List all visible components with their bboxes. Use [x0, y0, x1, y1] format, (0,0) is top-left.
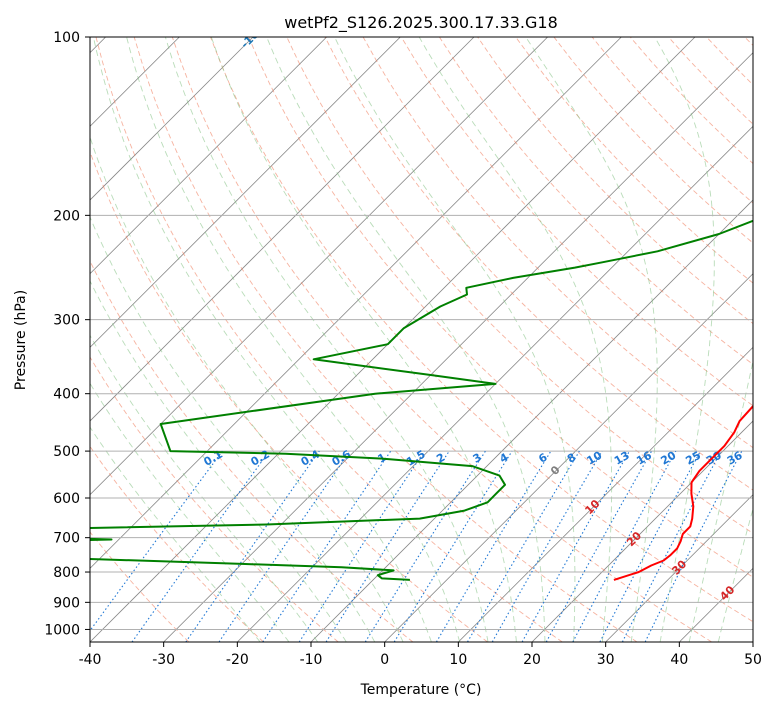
mixing-ratio-line	[521, 450, 630, 642]
x-axis-title: Temperature (°C)	[360, 682, 482, 698]
isotherm-line	[531, 420, 753, 642]
y-tick-label: 800	[53, 565, 80, 581]
mixing-ratio-line	[393, 450, 513, 642]
mixing-ratio-line	[131, 450, 270, 642]
moist-adiabat	[90, 426, 261, 642]
moist-adiabat	[210, 37, 517, 642]
x-tick-label: -40	[79, 652, 102, 668]
dry-adiabat	[90, 531, 190, 642]
dry-adiabat	[90, 445, 264, 642]
background-lines	[90, 37, 753, 642]
isobar-grid	[90, 37, 753, 630]
y-tick-label: 100	[53, 30, 80, 46]
x-tick-label: -10	[300, 652, 323, 668]
y-tick-label: 700	[53, 531, 80, 547]
mixing-ratio-lines	[90, 450, 743, 642]
mixing-ratio-line	[262, 450, 392, 642]
x-axis-ticks: -40 -30 -20 -10 0 10 20 30 40 50	[79, 642, 762, 668]
mixing-ratio-line	[185, 450, 320, 642]
isotherm-line	[605, 494, 753, 642]
moist-adiabat	[266, 37, 546, 642]
isotherm-line	[90, 37, 254, 201]
y-tick-label: 200	[53, 208, 80, 224]
temperature-profile	[613, 404, 753, 581]
dry-adiabat	[248, 37, 753, 578]
y-axis-title: Pressure (hPa)	[13, 290, 29, 390]
isotherm-line	[237, 125, 753, 642]
x-tick-label: 10	[449, 652, 467, 668]
x-tick-label: 0	[380, 652, 389, 668]
moist-adiabat	[334, 37, 576, 642]
dry-adiabat	[171, 37, 712, 642]
isotherm-line	[90, 37, 475, 422]
y-tick-label: 300	[53, 313, 80, 329]
x-tick-label: 20	[523, 652, 541, 668]
moist-adiabat	[92, 37, 432, 642]
mixing-ratio-line	[325, 450, 450, 642]
dry-adiabat	[90, 356, 339, 642]
mixing-ratio-line	[572, 450, 677, 642]
moist-adiabat	[164, 37, 489, 642]
dry-adiabat	[133, 37, 638, 642]
chart-title: wetPf2_S126.2025.300.17.33.G18	[284, 13, 558, 33]
dry-adiabat	[95, 37, 563, 642]
dry-adiabat	[515, 37, 753, 284]
dry-adiabat	[400, 37, 753, 407]
y-axis-ticks: 100 200 300 400 500 600 700 800 900 1000	[44, 30, 90, 638]
dry-adiabat	[90, 259, 414, 642]
y-tick-label: 500	[53, 444, 80, 460]
isotherm-line	[163, 52, 753, 642]
mixing-ratio-line	[545, 450, 653, 642]
moist-adiabat	[688, 359, 753, 642]
mixing-ratio-line	[644, 450, 743, 642]
y-tick-label: 900	[53, 595, 80, 611]
dry-adiabat	[90, 150, 488, 642]
y-tick-label: 1000	[44, 622, 80, 638]
moist-adiabat	[654, 37, 715, 642]
plot-frame	[89, 36, 754, 643]
isotherm-line	[90, 37, 401, 348]
isotherm-line	[90, 37, 622, 569]
moist-adiabat	[90, 334, 319, 642]
mixing-ratio-line	[218, 450, 351, 642]
moist-adiabat	[90, 216, 376, 642]
moist-adiabat	[90, 135, 404, 642]
moist-adiabat	[418, 37, 613, 642]
isotherm-line	[90, 37, 548, 496]
moist-adiabat	[126, 37, 461, 642]
x-tick-label: 30	[597, 652, 615, 668]
y-tick-label: 600	[53, 491, 80, 507]
moist-adiabat	[717, 506, 753, 642]
isotherm-line	[90, 37, 327, 275]
x-tick-label: 40	[670, 652, 688, 668]
dry-adiabat	[210, 37, 753, 623]
x-tick-label: 50	[744, 652, 762, 668]
dewpoint-profile	[90, 219, 753, 581]
y-tick-label: 400	[53, 387, 80, 403]
isotherm-line	[384, 273, 753, 642]
moist-adiabat	[90, 382, 290, 642]
isotherm-line	[458, 346, 753, 642]
moist-adiabat	[525, 37, 658, 642]
profile-series	[90, 219, 753, 581]
dry-adiabat	[439, 37, 753, 365]
mixing-ratio-line	[90, 450, 223, 632]
mixing-ratio-line	[298, 450, 425, 642]
x-tick-label: -20	[226, 652, 249, 668]
x-tick-label: -30	[152, 652, 175, 668]
